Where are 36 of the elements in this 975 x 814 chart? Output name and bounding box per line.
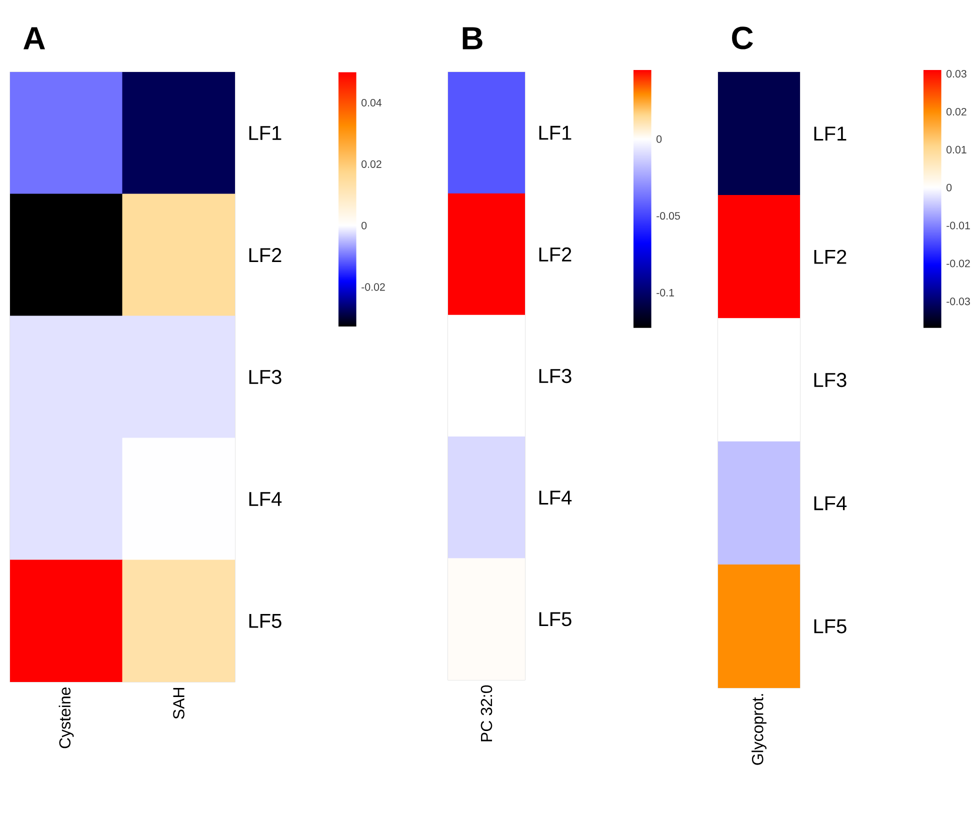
color-bar-label: 0.04 (362, 98, 382, 106)
chart-title: C (732, 26, 753, 50)
color-bar-label: -0.02 (946, 260, 970, 268)
x-tick-label: Cysteine (58, 687, 74, 748)
color-bar-label: -0.02 (362, 283, 385, 291)
y-tick-label: LF5 (814, 619, 846, 634)
y-tick-label: LF1 (539, 126, 572, 140)
y-tick-label: LF4 (814, 496, 847, 510)
y-tick-label: LF5 (539, 612, 572, 626)
y-tick-label: LF3 (814, 372, 846, 388)
color-bar-label: 0 (362, 222, 367, 230)
y-tick-label: LF1 (249, 126, 282, 140)
y-tick-label: LF2 (539, 247, 572, 262)
color-bar-label: -0.03 (946, 298, 970, 306)
y-tick-label: LF3 (539, 368, 572, 384)
x-tick-label: Glycoprot. (752, 694, 766, 765)
y-tick-label: LF4 (539, 490, 572, 504)
chart-title: A (24, 27, 45, 50)
color-bar-label: 0.02 (946, 108, 966, 116)
y-tick-label: LF3 (249, 370, 282, 384)
color-bar-label: 0.02 (362, 160, 382, 168)
y-tick-label: LF5 (249, 614, 282, 628)
color-bar-label: -0.1 (656, 288, 674, 296)
chart-title: B (462, 27, 482, 50)
color-bar-label: -0.05 (656, 212, 680, 220)
color-bar-label: 0 (946, 184, 952, 192)
x-tick-label: SAH (173, 688, 184, 719)
color-bar-label: 0 (656, 135, 662, 143)
color-bar-label: -0.01 (946, 222, 970, 230)
color-bar-label: 0.03 (946, 70, 966, 78)
y-tick-label: LF2 (814, 250, 846, 264)
x-tick-label: PC 32:0 (480, 685, 492, 742)
y-tick-label: LF2 (249, 248, 282, 262)
color-bar-label: 0.01 (946, 146, 966, 154)
y-tick-label: LF4 (249, 492, 282, 506)
y-tick-label: LF1 (814, 126, 846, 140)
